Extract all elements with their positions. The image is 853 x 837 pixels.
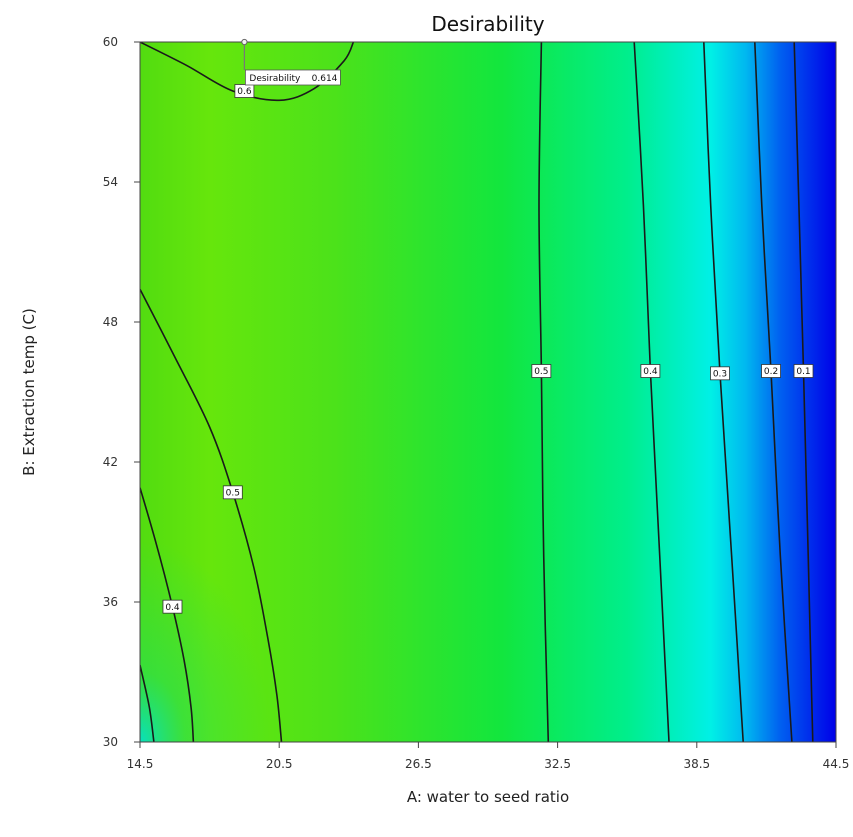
contour-label: 0.2 [764,367,778,377]
y-tick-label: 30 [103,735,118,749]
x-tick-label: 32.5 [544,757,571,771]
desirability-flag[interactable]: Desirability 0.614 [241,38,341,86]
contour-label: 0.5 [226,489,240,499]
contour-label: 0.5 [534,367,548,377]
contour-line [140,664,155,742]
contour-label-box [531,364,552,378]
contour-label: 0.4 [165,603,180,613]
contour-label: 0.1 [796,367,810,377]
flag-point[interactable] [241,38,248,46]
plot-frame [139,41,837,743]
x-axis-label: A: water to seed ratio [407,788,569,806]
contour-label-box [710,366,730,381]
y-tick-label: 36 [103,595,118,609]
chart-title: Desirability [431,12,544,36]
contour-label-box [234,84,255,98]
flag-value: 0.614 [312,74,338,84]
contour-label: 0.3 [713,370,727,380]
contour-label-box [793,364,814,378]
contour-label: 0.6 [237,87,252,97]
contour-field-corner [140,540,270,742]
contour-label-box [640,364,661,378]
y-tick-label: 42 [103,455,118,469]
x-tick-label: 44.5 [823,757,850,771]
contour-label-box [761,364,781,378]
contour-label-box [162,599,183,614]
x-tick-label: 38.5 [683,757,710,771]
contour-line [140,288,283,742]
contour-label-box [222,485,243,500]
x-tick-label: 26.5 [405,757,432,771]
y-tick-label: 48 [103,315,118,329]
contour-line [140,487,195,742]
contour-labels: 0.6 0.5 0.4 0.5 0.4 0.3 0.2 0.1 [162,84,814,614]
contour-line [140,42,355,102]
x-tick-label: 14.5 [127,757,154,771]
y-tick-label: 54 [103,175,118,189]
flag-label: Desirability [249,74,301,84]
contour-label: 0.4 [643,367,658,377]
x-axis: 14.5 20.5 26.5 32.5 38.5 44.5 [127,742,850,771]
flag-box [244,69,341,86]
y-axis: 30 36 42 48 54 60 [103,35,140,749]
x-tick-label: 20.5 [266,757,293,771]
y-axis-label: B: Extraction temp (C) [20,308,38,476]
y-tick-label: 60 [103,35,118,49]
